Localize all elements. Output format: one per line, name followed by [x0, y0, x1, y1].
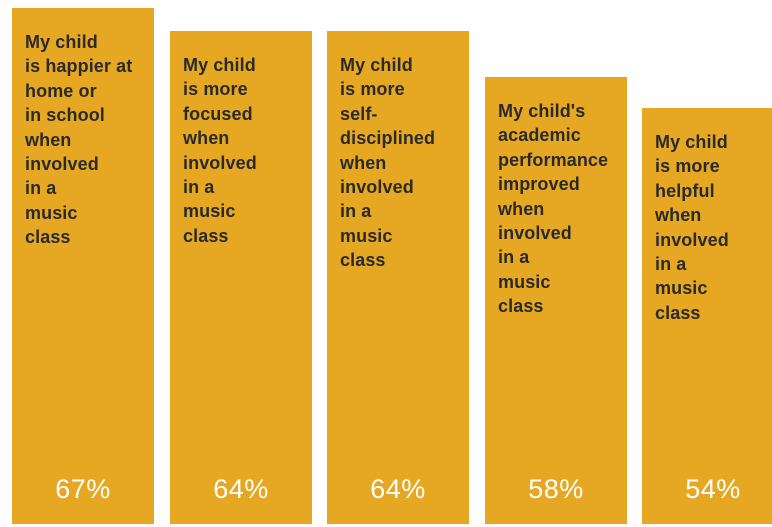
- bar-category-label: My child is happier at home or in school…: [25, 32, 133, 248]
- bar: My child is more self- disciplined when …: [327, 31, 469, 524]
- bar-category-label: My child is more self- disciplined when …: [340, 55, 436, 271]
- bar-category-label: My child is more helpful when involved i…: [655, 132, 729, 323]
- bar-value-label: 64%: [370, 474, 426, 504]
- bar: My child's academic performance improved…: [485, 77, 627, 524]
- bar-value-label: 54%: [685, 474, 741, 504]
- bar-category-label: My child is more focused when involved i…: [183, 55, 257, 246]
- bar: My child is more helpful when involved i…: [642, 108, 772, 524]
- bar-value-label: 67%: [55, 474, 111, 504]
- bar-value-label: 64%: [213, 474, 269, 504]
- bar: My child is more focused when involved i…: [170, 31, 312, 524]
- bar-value-label: 58%: [528, 474, 584, 504]
- bar-category-label: My child's academic performance improved…: [498, 101, 609, 317]
- bar: My child is happier at home or in school…: [12, 8, 154, 524]
